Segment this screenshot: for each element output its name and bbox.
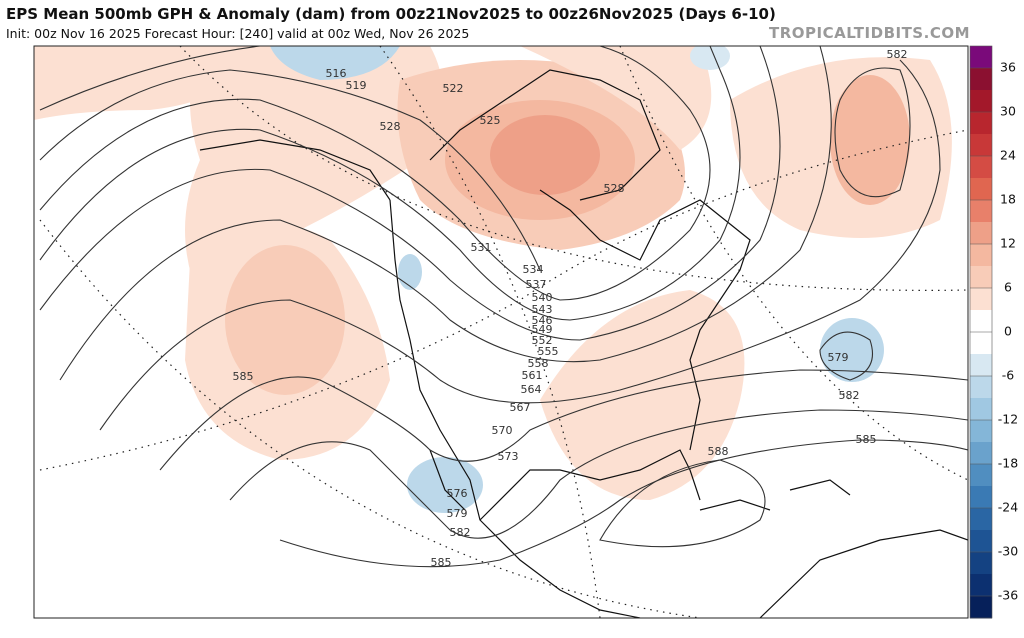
contour-label: 585 — [431, 556, 452, 569]
colorbar-tick-label: -12 — [998, 412, 1018, 427]
colorbar-tick-label: 30 — [1000, 104, 1016, 119]
colorbar-band — [970, 486, 992, 509]
colorbar-band — [970, 376, 992, 399]
contour-label: 519 — [346, 79, 367, 92]
contour-label: 531 — [471, 241, 492, 254]
colorbar-tick-label: -18 — [998, 456, 1018, 471]
colorbar-band — [970, 90, 992, 113]
contour-label: 552 — [532, 334, 553, 347]
colorbar-band — [970, 508, 992, 531]
contour-label: 555 — [538, 345, 559, 358]
colorbar-band — [970, 266, 992, 289]
colorbar-tick-label: 0 — [1004, 324, 1012, 339]
colorbar-tick-label: 18 — [1000, 192, 1016, 207]
colorbar-band — [970, 574, 992, 597]
subtitle: Init: 00z Nov 16 2025 Forecast Hour: [24… — [6, 26, 469, 41]
colorbar-tick-label: 24 — [1000, 148, 1016, 163]
colorbar-band — [970, 420, 992, 443]
contour-label: 522 — [443, 82, 464, 95]
colorbar-band — [970, 596, 992, 619]
colorbar-band — [970, 530, 992, 553]
height-contours — [39, 46, 968, 568]
contour-label: 585 — [233, 370, 254, 383]
colorbar-tick-label: 12 — [1000, 236, 1016, 251]
colorbar-tick-label: 36 — [1000, 60, 1016, 75]
colorbar-tick-label: -6 — [1002, 368, 1015, 383]
contour-label: 534 — [523, 263, 544, 276]
contour-label: 549 — [532, 323, 553, 336]
contour-label: 558 — [528, 357, 549, 370]
contour-label: 582 — [887, 48, 908, 61]
colorbar-band — [970, 68, 992, 91]
colorbar-band — [970, 244, 992, 267]
contour-label: 564 — [521, 383, 542, 396]
contour-label: 567 — [510, 401, 531, 414]
contour-label: 528 — [380, 120, 401, 133]
contour-label: 579 — [447, 507, 468, 520]
colorbar-tick-label: 6 — [1004, 280, 1012, 295]
contour-label: 588 — [708, 445, 729, 458]
colorbar-band — [970, 464, 992, 487]
colorbar-band — [970, 354, 992, 377]
contour-label: 525 — [480, 114, 501, 127]
colorbar-band — [970, 134, 992, 157]
contour-label: 573 — [498, 450, 519, 463]
contour-label: 543 — [532, 303, 553, 316]
colorbar-band — [970, 46, 992, 69]
colorbar-tick-label: -30 — [998, 544, 1018, 559]
contour-label: 528 — [604, 182, 625, 195]
colorbar-band — [970, 156, 992, 179]
colorbar-band — [970, 222, 992, 245]
colorbar-band — [970, 288, 992, 311]
contour-label: 576 — [447, 487, 468, 500]
colorbar-tick-label: -36 — [998, 588, 1018, 603]
contour-label: 582 — [450, 526, 471, 539]
title: EPS Mean 500mb GPH & Anomaly (dam) from … — [6, 5, 776, 23]
colorbar-band — [970, 178, 992, 201]
colorbar-band — [970, 398, 992, 421]
contour-label: 537 — [526, 278, 547, 291]
contour-label: 570 — [492, 424, 513, 437]
credit: TROPICALTIDBITS.COM — [769, 24, 970, 42]
graticule — [39, 46, 968, 618]
contour-label: 561 — [522, 369, 543, 382]
colorbar: 36 30 24 18 12 6 0 -6 -12 -18 -24 -30 -36 — [969, 45, 1018, 619]
contour-label: 516 — [326, 67, 347, 80]
contour-label: 585 — [856, 433, 877, 446]
colorbar-band — [970, 200, 992, 223]
contour-label: 546 — [532, 314, 553, 327]
colorbar-band — [970, 112, 992, 135]
contour-label: 540 — [532, 291, 553, 304]
coastlines — [199, 69, 968, 618]
colorbar-band — [970, 332, 992, 355]
contour-label: 579 — [828, 351, 849, 364]
map-frame — [33, 45, 969, 619]
colorbar-band — [970, 552, 992, 575]
colorbar-tick-label: -24 — [998, 500, 1018, 515]
contour-label: 582 — [839, 389, 860, 402]
anomaly-shading — [34, 46, 952, 513]
colorbar-band — [970, 442, 992, 465]
colorbar-band — [970, 310, 992, 333]
